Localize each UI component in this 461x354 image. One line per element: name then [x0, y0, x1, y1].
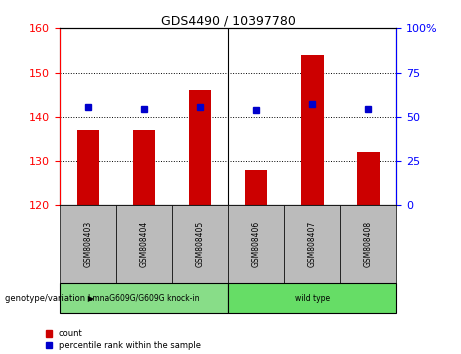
Bar — [189, 90, 211, 205]
Bar — [133, 130, 155, 205]
Text: GSM808405: GSM808405 — [195, 221, 205, 267]
Text: GSM808406: GSM808406 — [252, 221, 261, 267]
Text: GSM808407: GSM808407 — [308, 221, 317, 267]
Bar — [301, 55, 324, 205]
Text: LmnaG609G/G609G knock-in: LmnaG609G/G609G knock-in — [89, 294, 200, 303]
Bar — [245, 170, 267, 205]
Text: GSM808408: GSM808408 — [364, 221, 373, 267]
Text: GSM808403: GSM808403 — [83, 221, 93, 267]
Title: GDS4490 / 10397780: GDS4490 / 10397780 — [161, 14, 296, 27]
Bar — [357, 152, 379, 205]
Text: GSM808404: GSM808404 — [140, 221, 148, 267]
Legend: count, percentile rank within the sample: count, percentile rank within the sample — [46, 329, 201, 350]
Bar — [77, 130, 99, 205]
Text: genotype/variation ▶: genotype/variation ▶ — [5, 294, 94, 303]
Text: wild type: wild type — [295, 294, 330, 303]
